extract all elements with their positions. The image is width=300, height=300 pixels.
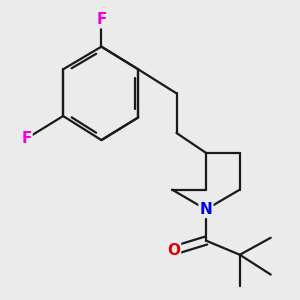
Text: F: F	[96, 12, 106, 27]
Text: N: N	[200, 202, 212, 217]
Text: F: F	[21, 131, 32, 146]
Text: O: O	[167, 243, 180, 258]
